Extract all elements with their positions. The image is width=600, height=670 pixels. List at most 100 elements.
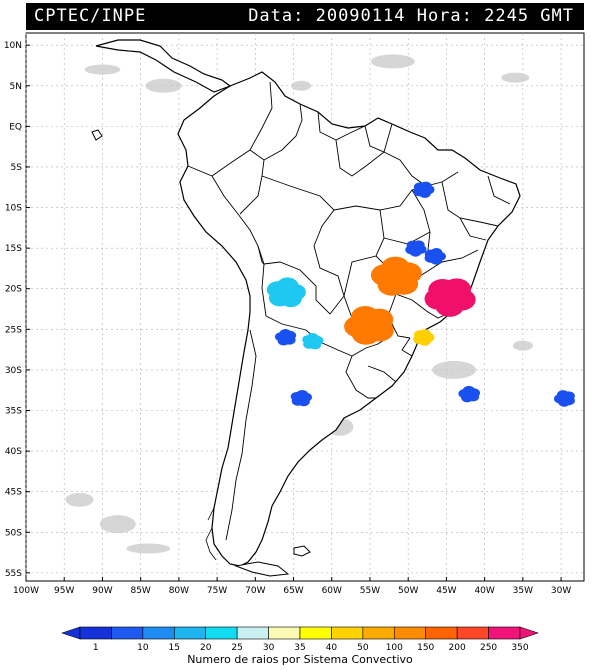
lightning-system	[266, 277, 306, 308]
legend-swatch	[425, 626, 458, 640]
lightning-system	[370, 256, 422, 296]
cloud-patch	[65, 492, 94, 507]
lon-tick-label: 100W	[13, 586, 39, 596]
lightning-cell	[562, 395, 575, 406]
cloud-patch	[512, 340, 533, 351]
tierra-del-fuego	[234, 561, 290, 577]
lightning-system	[413, 329, 435, 346]
lightning-cell	[302, 335, 315, 345]
cloud-patch	[99, 515, 136, 534]
legend-colorbar: 1 10 15 20 25 30 35 40 50 100 150 200 250 350	[61, 626, 539, 653]
legend-tick-label: 10	[137, 643, 149, 653]
legend-tick-label: 15	[169, 643, 180, 653]
lightning-cell	[389, 272, 419, 295]
lightning-system	[344, 306, 394, 345]
lon-tick-label: 50W	[398, 586, 418, 596]
cloud-patch	[145, 78, 182, 93]
lightning-cell	[351, 322, 381, 345]
legend-swatch	[299, 626, 332, 640]
lon-tick-label: 70W	[245, 586, 265, 596]
axis-ticks: 10N 5N EQ 5S 10S 15S 20S 25S 30S 35S 40S 45S 50S 55S 1…	[4, 41, 572, 596]
lightning-system	[413, 181, 435, 199]
lat-tick-label: 10N	[4, 41, 22, 51]
lightning-cell	[279, 328, 292, 339]
central-america-coastline	[95, 39, 232, 93]
lat-tick-label: 55S	[5, 569, 22, 579]
lat-tick-label: 50S	[5, 528, 22, 538]
lat-tick-label: 45S	[5, 488, 22, 498]
lat-tick-label: EQ	[9, 122, 22, 132]
legend-tick-label: 30	[263, 643, 275, 653]
lightning-cell	[419, 181, 432, 191]
cloud-patch	[291, 80, 312, 91]
cloud-patch	[432, 360, 477, 379]
cloud-patch	[126, 543, 171, 554]
lightning-system	[424, 247, 446, 265]
lightning-cell	[424, 287, 454, 310]
legend-swatch	[142, 626, 175, 640]
lightning-system	[424, 278, 476, 317]
legend-tick-label: 25	[231, 643, 242, 653]
lon-tick-label: 95W	[54, 586, 74, 596]
legend-tick-label: 40	[326, 643, 338, 653]
legend-swatch	[79, 626, 112, 640]
lat-tick-label: 30S	[5, 366, 22, 376]
legend-tick-label: 50	[357, 643, 369, 653]
legend-tick-label: 1	[93, 643, 99, 653]
lon-tick-label: 90W	[92, 586, 112, 596]
lat-tick-label: 40S	[5, 447, 22, 457]
lightning-cell	[424, 253, 437, 263]
legend-tick-label: 20	[200, 643, 212, 653]
legend-swatch	[205, 626, 238, 640]
lon-tick-label: 55W	[360, 586, 380, 596]
lightning-system	[274, 328, 297, 346]
lat-tick-label: 5S	[11, 163, 23, 173]
legend-tick-label: 100	[386, 643, 403, 653]
lat-tick-label: 5N	[10, 82, 22, 92]
timestamp-label: Data: 20090114 Hora: 2245 GMT	[248, 6, 574, 26]
chile-archipelago	[205, 507, 217, 561]
cloud-patch	[84, 64, 121, 75]
lon-tick-label: 80W	[169, 586, 189, 596]
legend-arrow-right	[519, 626, 539, 640]
lat-lon-grid	[25, 33, 584, 581]
lon-tick-label: 60W	[322, 586, 342, 596]
lon-tick-label: 85W	[130, 586, 150, 596]
legend-swatch	[488, 626, 521, 640]
galapagos-islands	[91, 129, 103, 141]
legend-swatch	[393, 626, 427, 640]
legend-tick-label: 200	[449, 643, 466, 653]
lightning-system	[553, 390, 575, 407]
lat-tick-label: 20S	[5, 285, 22, 295]
legend-title: Numero de raios por Sistema Convectivo	[187, 653, 413, 666]
legend-swatch	[456, 626, 489, 640]
lat-tick-label: 10S	[5, 204, 22, 214]
falkland-islands	[293, 545, 311, 557]
lon-tick-label: 75W	[207, 586, 227, 596]
lon-tick-label: 40W	[474, 586, 494, 596]
lightning-system	[302, 333, 324, 350]
lightning-systems	[266, 181, 575, 407]
lat-tick-label: 15S	[5, 244, 22, 254]
lightning-cell	[409, 247, 422, 257]
lightning-system	[290, 389, 312, 407]
lat-tick-label: 35S	[5, 407, 22, 417]
lightning-system	[458, 385, 481, 403]
lat-tick-label: 25S	[5, 325, 22, 335]
cloud-patch	[370, 54, 415, 69]
map-header: CPTEC/INPE Data: 20090114 Hora: 2245 GMT	[26, 3, 584, 30]
legend-tick-label: 35	[294, 643, 305, 653]
legend-swatch	[111, 626, 144, 640]
cloud-patch	[501, 72, 530, 83]
legend-swatch	[362, 626, 395, 640]
lon-tick-label: 30W	[551, 586, 571, 596]
source-label: CPTEC/INPE	[34, 6, 147, 26]
lightning-system	[405, 240, 427, 257]
lightning-cell	[283, 283, 306, 301]
legend-tick-label: 350	[511, 643, 528, 653]
legend-tick-label: 150	[417, 643, 434, 653]
legend-swatch	[173, 626, 207, 640]
legend-tick-label: 250	[480, 643, 497, 653]
lon-tick-label: 45W	[436, 586, 456, 596]
